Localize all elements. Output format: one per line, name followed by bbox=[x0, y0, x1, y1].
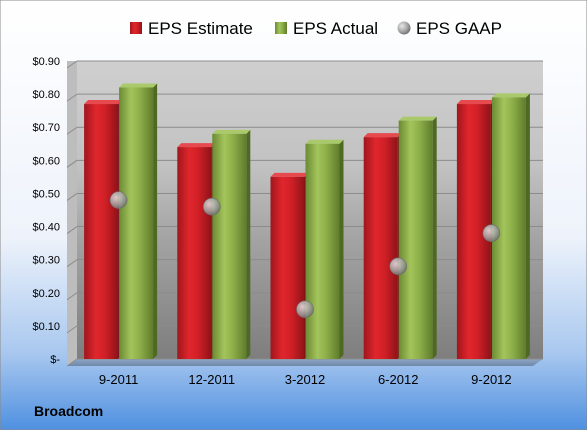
bar-top bbox=[398, 116, 437, 121]
legend-swatch-estimate bbox=[130, 22, 142, 34]
legend-label-estimate: EPS Estimate bbox=[148, 19, 253, 38]
gridline-side bbox=[66, 259, 78, 268]
y-tick-label: $0.20 bbox=[32, 288, 60, 300]
gridline-side bbox=[66, 193, 78, 201]
legend-item-estimate: EPS Estimate bbox=[130, 19, 253, 38]
bar-face bbox=[177, 147, 212, 359]
legend-label-gaap: EPS GAAP bbox=[416, 19, 502, 38]
bar-top bbox=[491, 93, 530, 98]
legend-swatch-actual bbox=[275, 22, 287, 34]
gridline-side bbox=[66, 226, 78, 234]
bar-side bbox=[525, 93, 530, 359]
plot-side-wall bbox=[67, 61, 77, 366]
y-tick-label: $0.30 bbox=[32, 255, 60, 267]
bar-eps-actual bbox=[212, 129, 251, 359]
bar-face bbox=[305, 143, 340, 359]
x-category-label: 12-2011 bbox=[188, 372, 235, 387]
bar-top bbox=[212, 129, 251, 134]
legend: EPS Estimate EPS Actual EPS GAAP bbox=[130, 19, 502, 38]
bar-face bbox=[212, 133, 247, 359]
point-eps-gaap bbox=[482, 224, 501, 242]
legend-item-gaap: EPS GAAP bbox=[397, 19, 502, 38]
bar-top bbox=[456, 100, 495, 105]
bar-face bbox=[119, 87, 154, 359]
bar-eps-estimate bbox=[363, 133, 402, 359]
bar-top bbox=[119, 83, 158, 88]
gridline-side bbox=[66, 126, 78, 135]
legend-item-actual: EPS Actual bbox=[275, 19, 378, 38]
bar-side bbox=[246, 129, 251, 359]
bar-eps-actual bbox=[398, 116, 437, 359]
x-category-label: 9-2012 bbox=[471, 372, 511, 387]
bar-side bbox=[153, 83, 158, 359]
point-eps-gaap bbox=[203, 197, 221, 216]
bar-face bbox=[270, 176, 305, 359]
y-tick-label: $0.10 bbox=[32, 321, 60, 333]
bar-top bbox=[177, 143, 216, 148]
y-tick-label: $- bbox=[50, 354, 60, 366]
gridline-side bbox=[66, 60, 78, 69]
bar-top bbox=[270, 172, 309, 177]
y-tick-label: $0.50 bbox=[32, 188, 60, 200]
gridline-side bbox=[66, 292, 78, 301]
bar-eps-actual bbox=[119, 83, 158, 359]
x-category-label: 9-2011 bbox=[99, 372, 139, 387]
bar-eps-actual bbox=[305, 139, 344, 359]
gridline-side bbox=[66, 93, 78, 102]
y-tick-label: $0.40 bbox=[32, 222, 60, 234]
company-name: Broadcom bbox=[34, 403, 103, 419]
bar-side bbox=[432, 116, 437, 359]
legend-label-actual: EPS Actual bbox=[293, 19, 378, 38]
gridline-side bbox=[66, 358, 78, 367]
y-tick-label: $0.80 bbox=[32, 89, 60, 101]
point-eps-gaap bbox=[389, 257, 408, 276]
bar-eps-estimate bbox=[84, 100, 123, 360]
point-eps-gaap bbox=[109, 191, 128, 209]
gridline-side bbox=[66, 159, 78, 168]
y-tick-label: $0.60 bbox=[32, 155, 60, 167]
bar-top bbox=[84, 100, 123, 105]
bar-eps-estimate bbox=[270, 172, 309, 359]
x-category-label: 3-2012 bbox=[285, 372, 325, 387]
bar-face bbox=[84, 104, 119, 360]
bar-side bbox=[339, 139, 344, 359]
bar-top bbox=[363, 133, 402, 138]
bar-face bbox=[398, 120, 433, 359]
bars bbox=[84, 83, 530, 360]
gaap-points bbox=[109, 191, 501, 319]
y-tick-label: $0.90 bbox=[32, 56, 60, 68]
x-axis-categories: 9-2011 12-2011 3-2012 6-2012 9-2012 bbox=[99, 372, 512, 387]
bar-eps-estimate bbox=[177, 143, 216, 359]
legend-marker-gaap bbox=[397, 21, 411, 35]
plot-floor bbox=[67, 359, 543, 366]
gridline-side bbox=[66, 325, 78, 334]
bar-face bbox=[363, 137, 398, 359]
bar-top bbox=[305, 139, 344, 144]
y-axis-ticks: $- $0.10 $0.20 $0.30 $0.40 $0.50 $0.60 $0.70 $0.… bbox=[32, 56, 60, 366]
point-eps-gaap bbox=[296, 300, 314, 319]
bar-eps-actual bbox=[491, 93, 530, 359]
y-tick-label: $0.70 bbox=[32, 122, 60, 134]
x-category-label: 6-2012 bbox=[378, 372, 418, 387]
